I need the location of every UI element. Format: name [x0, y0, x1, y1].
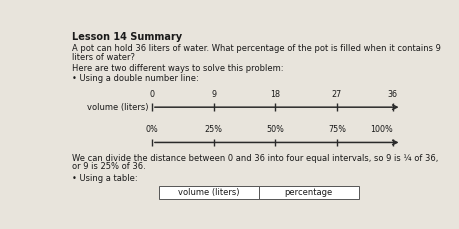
Text: 100%: 100% [370, 125, 392, 134]
Bar [258, 186, 358, 199]
Text: percentage: percentage [284, 188, 332, 197]
Text: 75%: 75% [327, 125, 345, 134]
Text: 50%: 50% [266, 125, 284, 134]
Bar [159, 186, 258, 199]
Text: 36: 36 [387, 90, 397, 99]
Text: We can divide the distance between 0 and 36 into four equal intervals, so 9 is ¼: We can divide the distance between 0 and… [72, 154, 437, 163]
Text: • Using a double number line:: • Using a double number line: [72, 74, 198, 83]
Text: 18: 18 [270, 90, 280, 99]
Text: or 9 is 25% of 36.: or 9 is 25% of 36. [72, 162, 145, 171]
Text: volume (liters): volume (liters) [178, 188, 239, 197]
Text: liters of water?: liters of water? [72, 52, 134, 62]
Text: • Using a table:: • Using a table: [72, 174, 137, 183]
Text: Here are two different ways to solve this problem:: Here are two different ways to solve thi… [72, 64, 283, 73]
Text: 9: 9 [211, 90, 216, 99]
Text: Lesson 14 Summary: Lesson 14 Summary [72, 32, 181, 42]
Text: volume (liters): volume (liters) [87, 103, 148, 112]
Text: 0: 0 [149, 90, 154, 99]
Text: 25%: 25% [204, 125, 222, 134]
Text: 27: 27 [331, 90, 341, 99]
Text: A pot can hold 36 liters of water. What percentage of the pot is filled when it : A pot can hold 36 liters of water. What … [72, 44, 440, 53]
Text: 0%: 0% [146, 125, 158, 134]
